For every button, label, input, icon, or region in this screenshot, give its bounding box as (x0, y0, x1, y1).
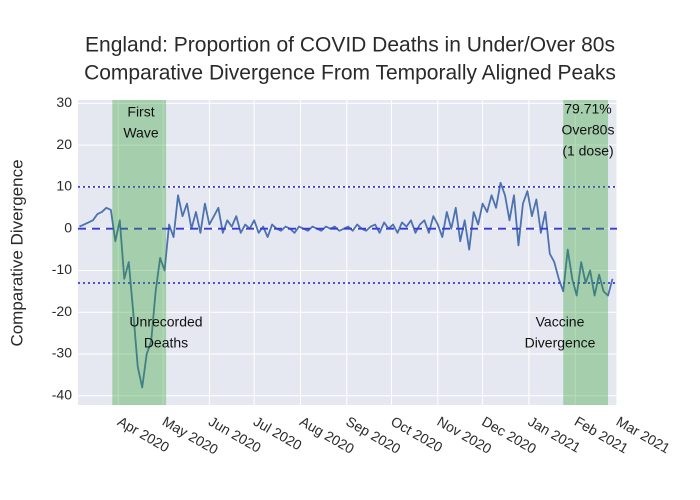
chart-subtitle: Comparative Divergence From Temporally A… (84, 62, 616, 85)
y-tick-label: 30 (56, 94, 72, 110)
annotation: Divergence (525, 335, 596, 351)
annotation: Unrecorded (129, 314, 202, 330)
y-tick-label: 20 (56, 136, 72, 152)
annotation: Wave (123, 125, 158, 141)
annotation: 79.71% (564, 101, 611, 117)
y-tick-label: -40 (52, 387, 72, 403)
y-tick-label: 10 (56, 178, 72, 194)
annotation: Over80s (562, 122, 615, 138)
annotation: Vaccine (536, 314, 585, 330)
annotation: First (127, 104, 154, 120)
y-axis-title: Comparative Divergence (7, 159, 26, 346)
y-tick-label: -30 (52, 345, 72, 361)
shaded-region (112, 100, 167, 405)
chart-title: England: Proportion of COVID Deaths in U… (85, 34, 615, 57)
y-tick-label: 0 (64, 219, 72, 235)
annotation: Deaths (144, 335, 188, 351)
data-line (79, 181, 614, 389)
shaded-region (563, 100, 609, 405)
y-tick-label: -10 (52, 261, 72, 277)
y-tick-label: -20 (52, 303, 72, 319)
annotation: (1 dose) (562, 143, 613, 159)
